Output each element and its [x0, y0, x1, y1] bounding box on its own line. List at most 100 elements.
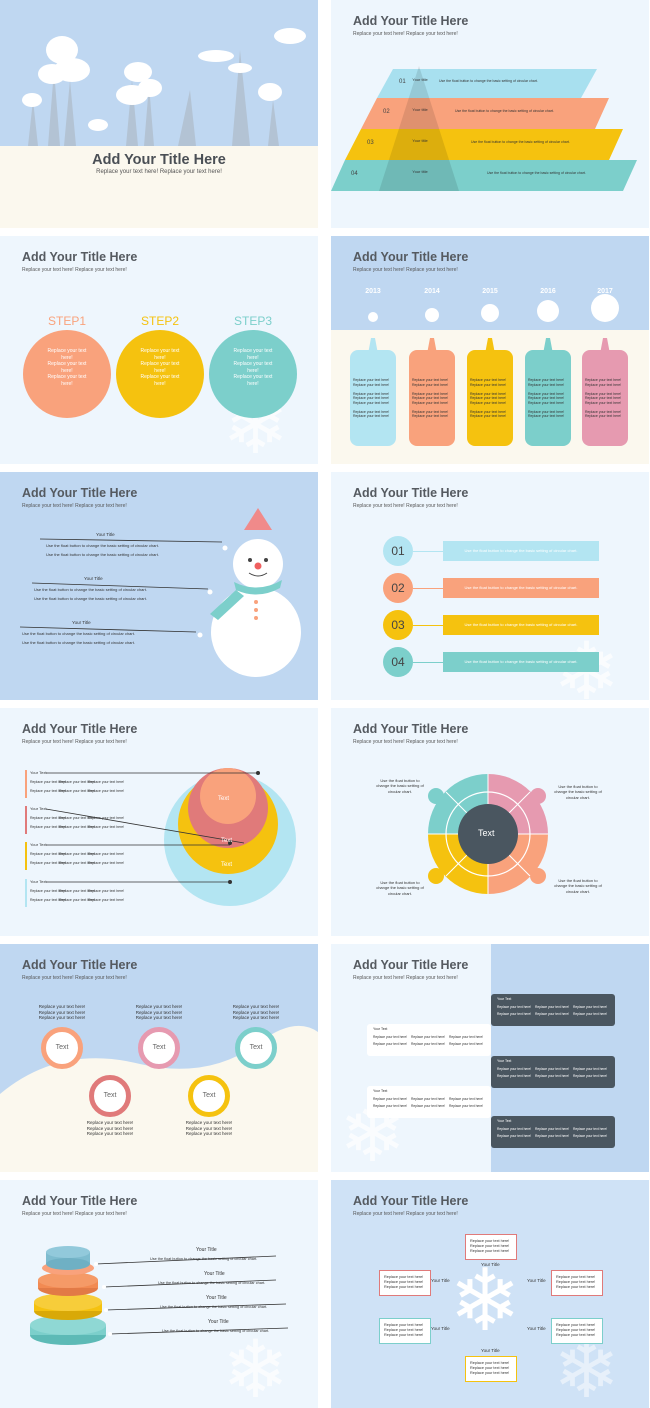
box-cell: Replace your text here! — [573, 1005, 608, 1009]
nested-circles-chart — [45, 768, 296, 906]
text-circle[interactable]: Text — [138, 1027, 180, 1069]
text-circle[interactable]: Text — [188, 1075, 230, 1117]
item-cell: Replace your text here! — [59, 861, 96, 865]
item-cell: Replace your text here! — [30, 889, 67, 893]
slide-subtitle: Replace your text here! Replace your tex… — [353, 503, 458, 509]
text-circle[interactable]: Text — [41, 1027, 83, 1069]
branch-label: Your Title — [431, 1278, 450, 1283]
item-bar[interactable]: Use the float button to change the basic… — [443, 615, 599, 635]
column-text: Replace your text here! Replace your tex… — [585, 378, 622, 418]
box-cell: Replace your text here! — [573, 1012, 608, 1016]
white-box[interactable]: Your Text Replace your text here! Replace … — [367, 1024, 491, 1056]
circle-label: Text — [221, 862, 233, 868]
box-cell: Replace your text here! — [411, 1097, 446, 1101]
item-title: Your Text — [30, 879, 47, 884]
slide-subtitle: Replace your text here! Replace your tex… — [22, 1211, 127, 1217]
slide-2[interactable]: Add Your Title Here Replace your text he… — [331, 0, 649, 228]
text-box[interactable]: Replace your text here! Replace your tex… — [465, 1356, 517, 1382]
timeline-bubble — [368, 312, 378, 322]
slide-subtitle: Replace your text here! Replace your tex… — [22, 739, 127, 745]
circle-text: Replace your text here! Replace your tex… — [38, 1004, 86, 1020]
slide-title: Add Your Title Here — [22, 1194, 138, 1208]
item-bar[interactable]: Use the float button to change the basic… — [443, 578, 599, 598]
column-text: Replace your text here! Replace your tex… — [470, 378, 507, 418]
item-title: Your Title — [204, 1271, 225, 1277]
slide-9[interactable]: Add Your Title Here Replace your text he… — [0, 944, 318, 1172]
box-cell: Replace your text here! — [373, 1104, 408, 1108]
text-box[interactable]: Replace your text here! Replace your tex… — [465, 1234, 517, 1260]
corner-text-tr: Use the float button to change the basic… — [554, 784, 602, 800]
branch-label: Your Title — [431, 1326, 450, 1331]
item-cell: Replace your text here! — [30, 852, 67, 856]
row-label: Your title — [412, 107, 428, 112]
item-bar[interactable]: Use the float button to change the basic… — [443, 541, 599, 561]
slide-title: Add Your Title Here — [22, 958, 138, 972]
step-label: STEP2 — [140, 314, 179, 328]
slide-6[interactable]: Add Your Title Here Replace your text he… — [331, 472, 649, 700]
text-box[interactable]: Replace your text here! Replace your tex… — [551, 1318, 603, 1344]
slide-subtitle: Replace your text here! Replace your tex… — [353, 267, 458, 273]
text-circle[interactable]: Text — [89, 1075, 131, 1117]
item-cell: Replace your text here! — [88, 825, 125, 829]
item-cell: Replace your text here! — [30, 789, 67, 793]
slide-1[interactable]: Add Your Title Here Replace your text he… — [0, 0, 318, 228]
center-label: Text — [478, 828, 495, 838]
box-cell: Replace your text here! — [573, 1067, 608, 1071]
timeline-bubble — [591, 294, 619, 322]
timeline-column — [409, 350, 455, 446]
step-circle[interactable] — [116, 330, 204, 418]
slide-title: Add Your Title Here — [353, 722, 469, 736]
row-label: Your title — [412, 169, 428, 174]
branch-label: Your Title — [527, 1278, 546, 1283]
text-box[interactable]: Replace your text here! Replace your tex… — [551, 1270, 603, 1296]
row-number: 04 — [351, 171, 358, 177]
corner-text-tl: Use the float button to change the basic… — [376, 778, 424, 794]
row-number: 01 — [399, 79, 406, 85]
step-text: Replace your text here! Replace your tex… — [233, 348, 273, 387]
text-box[interactable]: Replace your text here! Replace your tex… — [379, 1318, 431, 1344]
step-circle[interactable] — [209, 330, 297, 418]
column-text: Replace your text here! Replace your tex… — [412, 378, 449, 418]
item-title: Your Text — [30, 842, 47, 847]
segmented-ring-chart — [428, 774, 548, 894]
box-cell: Replace your text here! — [497, 1127, 532, 1131]
column-neck — [368, 338, 378, 354]
item-cell: Replace your text here! — [30, 898, 67, 902]
slide-12[interactable]: Add Your Title Here Replace your text he… — [331, 1180, 649, 1408]
slide-4[interactable]: Add Your Title Here Replace your text he… — [331, 236, 649, 464]
dark-box[interactable]: Your Text Replace your text here! Replace … — [491, 1056, 615, 1088]
timeline-bubble — [425, 308, 439, 322]
year-label: 2016 — [540, 288, 556, 295]
text-box[interactable]: Replace your text here! Replace your tex… — [379, 1270, 431, 1296]
dark-box[interactable]: Your Text Replace your text here! Replace … — [491, 994, 615, 1026]
slide-5[interactable]: Add Your Title Here Replace your text he… — [0, 472, 318, 700]
box-cell: Replace your text here! — [535, 1067, 570, 1071]
slide-11[interactable]: Add Your Title Here Replace your text he… — [0, 1180, 318, 1408]
item-bar[interactable]: Use the float button to change the basic… — [443, 652, 599, 672]
box-cell: Replace your text here! — [573, 1134, 608, 1138]
item-cell: Replace your text here! — [88, 889, 125, 893]
step-circle[interactable] — [23, 330, 111, 418]
branch-label: Your Title — [481, 1348, 500, 1353]
item-cell: Replace your text here! — [88, 816, 125, 820]
corner-text-br: Use the float button to change the basic… — [554, 878, 602, 894]
item-cell: Replace your text here! — [88, 780, 125, 784]
snowflake-icon: ❄ — [222, 1325, 290, 1408]
white-box[interactable]: Your Text Replace your text here! Replace … — [367, 1086, 491, 1118]
slide-8[interactable]: Add Your Title Here Replace your text he… — [331, 708, 649, 936]
slide-3[interactable]: Add Your Title Here Replace your text he… — [0, 236, 318, 464]
step-label: STEP1 — [47, 314, 86, 328]
snowman-illustration — [19, 508, 301, 677]
branch-label: Your Title — [527, 1326, 546, 1331]
item-marker — [25, 770, 27, 798]
box-cell: Replace your text here! — [449, 1104, 484, 1108]
number-badge: 04 — [383, 647, 413, 677]
slide-10[interactable]: ❄ Add Your Title Here Replace your text … — [331, 944, 649, 1172]
text-circle[interactable]: Text — [235, 1027, 277, 1069]
slide-7[interactable]: Add Your Title Here Replace your text he… — [0, 708, 318, 936]
circle-text: Replace your text here! Replace your tex… — [185, 1120, 233, 1136]
box-cell: Replace your text here! — [535, 1127, 570, 1131]
timeline-bubble — [481, 304, 499, 322]
item-title: Your Text — [30, 770, 47, 775]
dark-box[interactable]: Your Text Replace your text here! Replace … — [491, 1116, 615, 1148]
